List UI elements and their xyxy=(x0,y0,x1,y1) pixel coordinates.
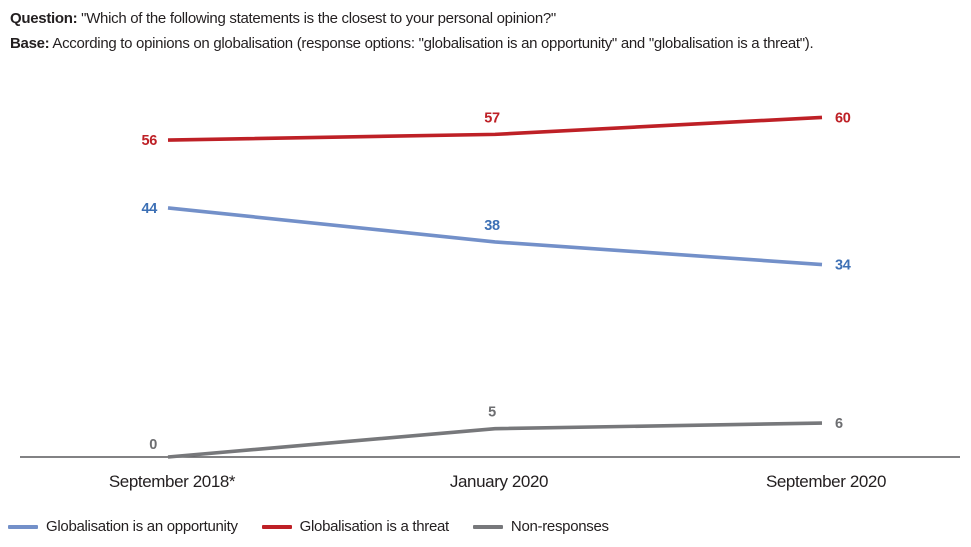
legend-swatch-opportunity-icon xyxy=(8,524,38,529)
value-label: 5 xyxy=(488,405,496,421)
tick-label: January 2020 xyxy=(450,472,548,491)
legend-label-threat: Globalisation is a threat xyxy=(299,518,450,535)
question-label: Question: xyxy=(10,10,78,27)
legend-label-nonresponses: Non-responses xyxy=(510,518,609,535)
base-text: According to opinions on globalisation (… xyxy=(49,35,814,52)
value-label: 38 xyxy=(484,218,500,234)
value-label: 57 xyxy=(484,110,500,126)
tick-label: September 2018* xyxy=(109,472,236,491)
legend-swatch-nonresponses-icon xyxy=(472,524,503,529)
chart-legend: Globalisation is an opportunity Globalis… xyxy=(8,518,609,535)
value-label: 60 xyxy=(835,110,851,126)
series-line xyxy=(167,206,823,267)
legend-swatch-threat-icon xyxy=(261,524,292,529)
series-line xyxy=(167,115,823,142)
question-line: Question: "Which of the following statem… xyxy=(10,6,965,31)
value-label: 44 xyxy=(141,201,157,217)
value-label: 6 xyxy=(835,416,843,432)
figure-header: Question: "Which of the following statem… xyxy=(10,6,965,56)
value-label: 56 xyxy=(141,133,157,149)
legend-label-opportunity: Globalisation is an opportunity xyxy=(46,518,238,535)
legend-item-opportunity: Globalisation is an opportunity xyxy=(8,518,238,535)
legend-item-nonresponses: Non-responses xyxy=(472,518,609,535)
base-label: Base: xyxy=(10,35,50,52)
value-label: 34 xyxy=(835,258,851,274)
tick-label: September 2020 xyxy=(766,472,886,491)
question-text: "Which of the following statements is th… xyxy=(77,10,556,27)
base-line: Base: According to opinions on globalisa… xyxy=(10,31,965,56)
value-label: 0 xyxy=(149,437,157,453)
series-line xyxy=(167,421,823,459)
legend-item-threat: Globalisation is a threat xyxy=(261,518,450,535)
